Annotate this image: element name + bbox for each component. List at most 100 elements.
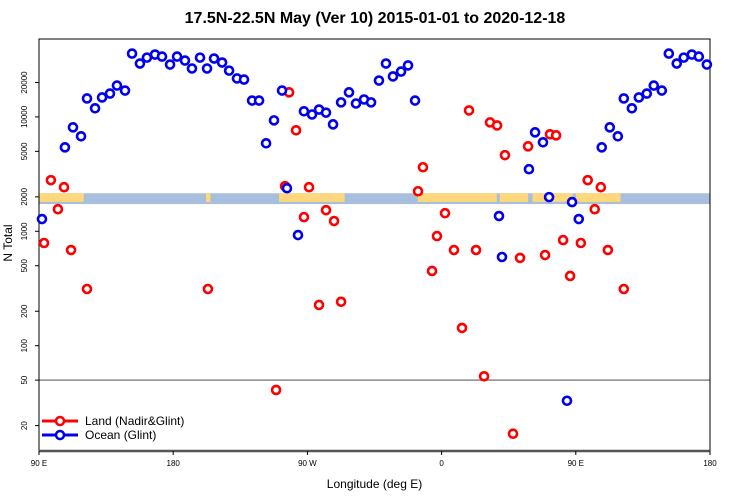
land-point [290,124,302,136]
land-band-segment [417,193,497,202]
ocean-point [281,182,293,194]
land-point [618,283,630,295]
land-band-segment [575,193,621,202]
land-point [335,296,347,308]
x-tick-label: 90 E [568,459,584,468]
ocean-point [365,97,377,108]
land-point [522,141,534,152]
ocean-point [633,92,645,103]
ocean-point [119,85,131,96]
ocean-point [387,71,399,82]
ocean-point [96,92,108,103]
ocean-point [343,87,355,98]
land-point [270,384,282,396]
land-point [491,120,503,131]
ocean-point [81,93,93,104]
land-band-segment [206,193,211,202]
land-point [431,230,443,242]
ocean-point [67,122,79,133]
ocean-point [612,130,624,142]
ocean-point [493,210,505,222]
ocean-point [663,48,675,59]
ocean-point [523,163,535,175]
y-tick-label: 20 [20,421,29,430]
ocean-point [566,196,578,208]
ocean-point [111,80,123,91]
y-tick-label: 2000 [20,187,29,205]
ocean-band [39,193,710,205]
ocean-point [320,107,332,118]
legend-item-land: Land (Nadir&Glint) [41,414,184,428]
land-point [38,237,50,249]
land-point [52,203,64,215]
land-point [499,149,511,161]
ocean-point [171,51,183,62]
ocean-point [395,66,407,77]
ocean-point [260,137,272,149]
legend-item-ocean: Ocean (Glint) [41,428,184,442]
land-point [320,204,332,216]
land-point [514,252,526,264]
ocean-point [693,51,705,62]
y-tick-label: 200 [20,304,29,318]
land-band-segment [499,193,529,202]
land-point [564,270,576,282]
ocean-point [292,229,304,241]
ocean-point [238,74,250,85]
ocean-point [496,251,508,263]
ocean-point [156,51,168,62]
ocean-point [134,58,146,69]
ocean-point [216,57,228,68]
ocean-point [126,48,138,59]
land-point [582,174,594,186]
ocean-point [373,75,385,86]
ocean-point [268,115,280,126]
ocean-point [59,142,71,153]
land-point [539,249,551,261]
land-point [202,283,214,295]
ocean-point [618,93,630,104]
land-point [463,105,475,116]
ocean-point [402,60,414,71]
ocean-point [350,98,362,109]
x-axis-label: Longitude (deg E) [326,477,423,491]
x-tick-label: 0 [439,459,444,468]
land-point [439,207,451,219]
legend-land-label: Land (Nadir&Glint) [85,414,185,428]
ocean-point [36,213,48,225]
ocean-point [201,63,213,74]
ocean-point [671,58,683,69]
ocean-point [543,191,555,203]
ocean-point [164,59,176,70]
y-tick-label: 20000 [20,71,29,94]
x-tick-label: 180 [167,459,181,468]
ocean-point [626,102,638,114]
ocean-point [537,136,549,148]
ocean-point [306,109,318,120]
land-point [328,215,340,227]
y-tick-label: 50 [20,375,29,384]
land-point [298,211,310,223]
ocean-point [208,53,220,64]
land-band-segment [39,193,84,202]
land-point [417,161,429,173]
y-tick-label: 1000 [20,222,29,240]
legend-ocean-marker-icon [42,429,78,441]
land-point [58,181,70,193]
ocean-point [701,59,713,70]
ocean-point [573,213,585,225]
land-point [426,265,438,277]
ocean-point [648,80,660,91]
x-tick-label: 90 E [31,459,47,468]
land-point [557,234,569,246]
land-point [575,237,587,249]
y-tick-label: 5000 [20,142,29,160]
ocean-point [380,58,392,69]
land-point [507,428,519,439]
y-tick-label: 100 [20,338,29,352]
land-point [550,130,562,141]
ocean-point [529,127,541,138]
ocean-point [604,122,616,133]
ocean-point [253,95,265,106]
chart-title: 17.5N-22.5N May (Ver 10) 2015-01-01 to 2… [184,10,566,27]
